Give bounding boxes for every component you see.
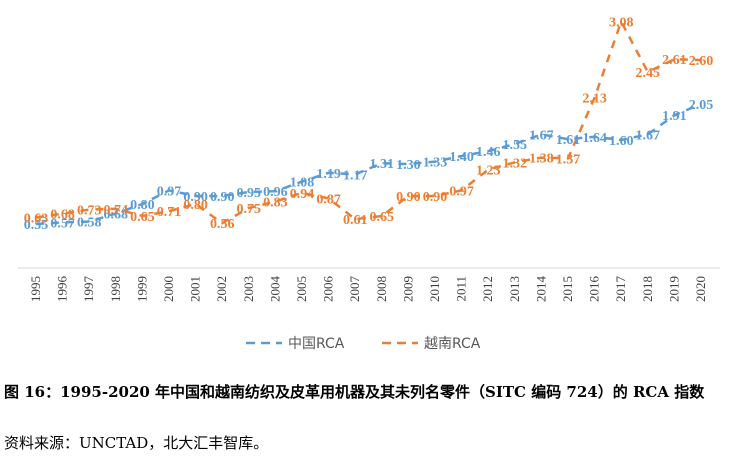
x-tick-label: 2016 (587, 276, 602, 303)
legend-item-china: 中国RCA (246, 336, 345, 352)
series-line-0 (35, 102, 702, 226)
data-label-s1-24: 2.61 (662, 53, 687, 68)
data-label-s1-7: 0.56 (210, 217, 235, 232)
data-label-s0-25: 2.05 (689, 98, 714, 113)
x-tick-label: 1998 (108, 276, 123, 302)
x-tick-label: 2002 (214, 276, 229, 302)
data-label-s1-16: 0.97 (449, 184, 474, 199)
x-tick-label: 2010 (427, 276, 442, 302)
data-label-s0-4: 0.80 (130, 198, 155, 213)
data-label-s0-18: 1.55 (503, 138, 528, 153)
data-label-s0-14: 1.30 (396, 158, 421, 173)
data-label-s0-20: 1.61 (556, 133, 581, 148)
x-tick-label: 2015 (560, 276, 575, 302)
data-label-s1-2: 0.73 (77, 204, 102, 219)
data-label-s1-19: 1.38 (529, 152, 554, 167)
x-tick-label: 2009 (400, 276, 415, 302)
data-label-s1-10: 0.94 (290, 187, 315, 202)
series-lines (35, 18, 702, 226)
x-tick-labels: 1995 1996 1997 1998 1999 2000 2001 2002 2003 2004… (28, 276, 708, 303)
data-label-s0-5: 0.97 (157, 184, 182, 199)
x-tick-label: 2004 (267, 276, 282, 303)
x-tick-label: 2011 (454, 276, 469, 302)
x-tick-label: 2018 (640, 276, 655, 302)
data-label-s1-22: 3.08 (609, 16, 634, 31)
data-label-s1-23: 2.45 (636, 66, 661, 81)
legend-label-vietnam: 越南RCA (424, 336, 481, 352)
legend-label-china: 中国RCA (288, 336, 345, 352)
data-label-s1-5: 0.71 (157, 205, 182, 220)
x-tick-label: 1999 (134, 276, 149, 302)
data-label-s1-0: 0.63 (24, 212, 49, 227)
data-label-s0-1: 0.57 (50, 216, 75, 231)
data-label-s0-8: 0.95 (237, 186, 262, 201)
x-tick-label: 2007 (347, 276, 362, 303)
data-label-s0-6: 0.90 (183, 190, 208, 205)
data-label-s0-11: 1.19 (316, 167, 341, 182)
data-label-s0-16: 1.40 (449, 150, 474, 165)
line-chart: 0.55 0.57 0.580.680.800.97 0.90 0.90 0.95 0.96… (18, 16, 720, 352)
data-label-s0-15: 1.33 (423, 156, 448, 171)
data-label-s0-3: 0.68 (104, 208, 129, 223)
data-label-s1-25: 2.60 (689, 54, 714, 69)
source-note: 资料来源：UNCTAD，北大汇丰智库。 (4, 434, 269, 452)
x-tick-label: 2017 (613, 276, 628, 303)
data-label-s1-3: 0.74 (104, 203, 129, 218)
x-tick-label: 2005 (294, 276, 309, 302)
data-label-s0-0: 0.55 (24, 218, 49, 233)
series-line-1 (35, 18, 702, 225)
data-label-s0-2: 0.58 (77, 216, 102, 231)
data-label-s0-24: 1.91 (662, 109, 687, 124)
data-label-s0-9: 0.96 (263, 185, 288, 200)
data-label-s0-17: 1.46 (476, 145, 501, 160)
data-label-s0-22: 1.60 (609, 134, 634, 149)
data-label-s0-7: 0.90 (210, 190, 235, 205)
data-label-s0-23: 1.67 (636, 128, 661, 143)
data-label-s1-17: 1.23 (476, 164, 501, 179)
legend: 中国RCA 越南RCA (246, 336, 481, 352)
figure-caption: 图 16：1995-2020 年中国和越南纺织及皮革用机器及其未列名零件（SIT… (4, 383, 705, 401)
data-label-s1-1: 0.68 (50, 208, 75, 223)
data-label-s1-9: 0.83 (263, 196, 288, 211)
x-tick-label: 2001 (188, 276, 203, 302)
data-label-s0-21: 1.64 (582, 131, 607, 146)
x-tick-label: 1997 (81, 276, 96, 303)
data-label-s1-21: 2.13 (582, 92, 607, 107)
data-label-s1-11: 0.87 (316, 192, 341, 207)
data-label-s1-12: 0.61 (343, 213, 368, 228)
x-tick-label: 2012 (480, 276, 495, 302)
x-tick-label: 1996 (55, 276, 70, 303)
data-labels: 0.55 0.57 0.580.680.800.97 0.90 0.90 0.95 0.96… (24, 16, 714, 233)
x-tick-label: 2014 (533, 276, 548, 303)
x-tick-label: 2020 (693, 276, 708, 302)
x-tick-label: 1995 (28, 276, 43, 302)
x-tick-label: 2013 (507, 276, 522, 302)
data-label-s1-14: 0.90 (396, 190, 421, 205)
data-label-s0-13: 1.31 (370, 157, 395, 172)
data-label-s1-4: 0.65 (130, 210, 155, 225)
x-tick-label: 2000 (161, 276, 176, 302)
data-label-s1-18: 1.32 (503, 156, 528, 171)
data-label-s0-19: 1.67 (529, 128, 554, 143)
legend-item-vietnam: 越南RCA (382, 336, 481, 352)
x-tick-label: 2003 (241, 276, 256, 302)
data-label-s1-6: 0.80 (183, 198, 208, 213)
x-tick-label: 2008 (374, 276, 389, 302)
data-label-s0-10: 1.08 (290, 176, 315, 191)
data-label-s1-20: 1.37 (556, 152, 581, 167)
data-label-s1-15: 0.90 (423, 190, 448, 205)
data-label-s1-13: 0.65 (370, 210, 395, 225)
data-label-s1-8: 0.75 (237, 202, 262, 217)
x-tick-label: 2019 (666, 276, 681, 302)
x-tick-label: 2006 (321, 276, 336, 303)
data-label-s0-12: 1.17 (343, 168, 368, 183)
